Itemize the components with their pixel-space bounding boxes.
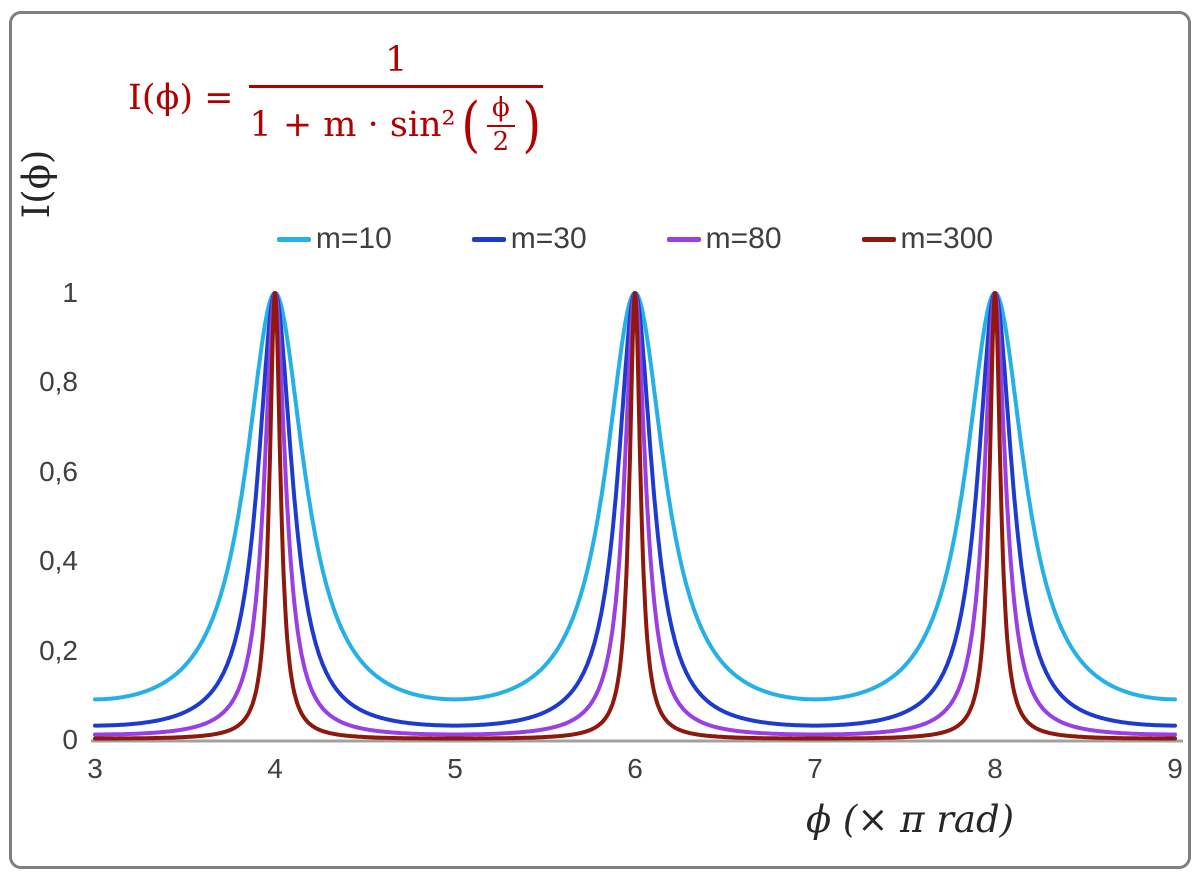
legend-label: m=300: [900, 222, 994, 255]
legend-item: m=80: [666, 222, 782, 256]
chart-border: [9, 11, 1191, 869]
legend-label: m=10: [315, 222, 392, 255]
legend-item: m=30: [471, 222, 587, 256]
x-tick-label: 4: [267, 753, 283, 784]
y-tick-label: 1: [62, 277, 78, 308]
x-tick-label: 6: [627, 753, 643, 784]
y-tick-label: 0: [62, 724, 78, 755]
close-paren: ): [522, 90, 541, 161]
formula-numerator: 1: [385, 40, 408, 80]
x-tick-label: 5: [447, 753, 463, 784]
legend-label: m=30: [510, 222, 587, 255]
legend-swatch: [666, 236, 701, 242]
x-tick-label: 7: [807, 753, 823, 784]
legend-item: m=10: [276, 222, 392, 256]
formula-denominator-text: 1 + m · sin²: [249, 105, 456, 146]
y-axis-title: I(ϕ): [15, 149, 58, 219]
formula-fraction: 1 1 + m · sin² ( ϕ 2 ): [249, 40, 544, 161]
formula-inner-fraction: ϕ 2: [487, 94, 515, 157]
y-tick-label: 0,6: [39, 456, 78, 487]
open-paren: (: [460, 90, 480, 161]
legend-swatch: [861, 236, 896, 242]
legend: m=10 m=30 m=80 m=300: [95, 222, 1175, 256]
y-tick-label: 0,4: [39, 545, 78, 576]
x-tick-label: 9: [1167, 753, 1183, 784]
y-tick-label: 0,8: [39, 366, 78, 397]
formula-annotation: I(ϕ) = 1 1 + m · sin² ( ϕ 2 ): [128, 40, 544, 161]
inner-denominator: 2: [492, 126, 510, 157]
legend-label: m=80: [705, 222, 782, 255]
formula-denominator: 1 + m · sin² ( ϕ 2 ): [249, 85, 544, 161]
x-axis-title: ϕ (× π rad): [805, 798, 1015, 841]
x-tick-label: 3: [87, 753, 103, 784]
inner-numerator: ϕ: [487, 94, 515, 127]
legend-item: m=300: [861, 222, 994, 256]
legend-swatch: [471, 236, 506, 242]
x-tick-label: 8: [987, 753, 1003, 784]
formula-lhs: I(ϕ) =: [128, 77, 234, 118]
legend-swatch: [276, 236, 311, 242]
y-tick-label: 0,2: [39, 635, 78, 666]
